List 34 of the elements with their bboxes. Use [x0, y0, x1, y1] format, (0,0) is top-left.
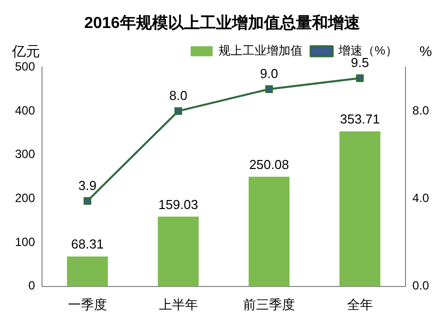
bar — [248, 176, 290, 286]
point — [84, 197, 92, 205]
legend-label: 增速（%） — [338, 44, 398, 58]
bar — [158, 216, 199, 286]
data-label: 68.31 — [71, 236, 104, 252]
y-tick-label: 400 — [14, 103, 36, 118]
y-tick-label: 300 — [14, 147, 36, 162]
y-tick-label: 0 — [28, 278, 36, 293]
data-label: 3.9 — [78, 178, 96, 193]
data-label: 250.08 — [249, 156, 289, 172]
x-tick-label: 一季度 — [68, 296, 107, 312]
x-tick-label: 前三季度 — [243, 296, 296, 312]
data-label: 9.5 — [350, 55, 369, 70]
y-tick-label: 200 — [14, 191, 36, 206]
point — [174, 107, 182, 115]
y-axis-title: 亿元 — [11, 43, 40, 60]
x-tick-label: 全年 — [346, 296, 373, 312]
y2-tick-label: 8.0 — [412, 103, 430, 118]
bar — [67, 256, 108, 286]
data-label: 9.0 — [260, 66, 278, 82]
y2-tick-label: 0.0 — [412, 278, 430, 293]
bar — [339, 131, 380, 286]
point — [265, 85, 273, 93]
y-tick-label: 500 — [14, 60, 36, 74]
x-tick-label: 上半年 — [158, 296, 198, 312]
y-tick-label: 100 — [14, 234, 36, 249]
data-label: 8.0 — [169, 88, 188, 104]
point — [356, 74, 364, 82]
y2-axis-title: % — [420, 43, 432, 60]
y2-tick-label: 4.0 — [412, 191, 430, 206]
chart-title: 2016年规模以上工业增加值总量和增速 — [84, 14, 361, 32]
data-label: 353.71 — [340, 111, 380, 126]
data-label: 159.03 — [158, 196, 198, 212]
legend-label: 规上工业增加值 — [218, 44, 303, 58]
